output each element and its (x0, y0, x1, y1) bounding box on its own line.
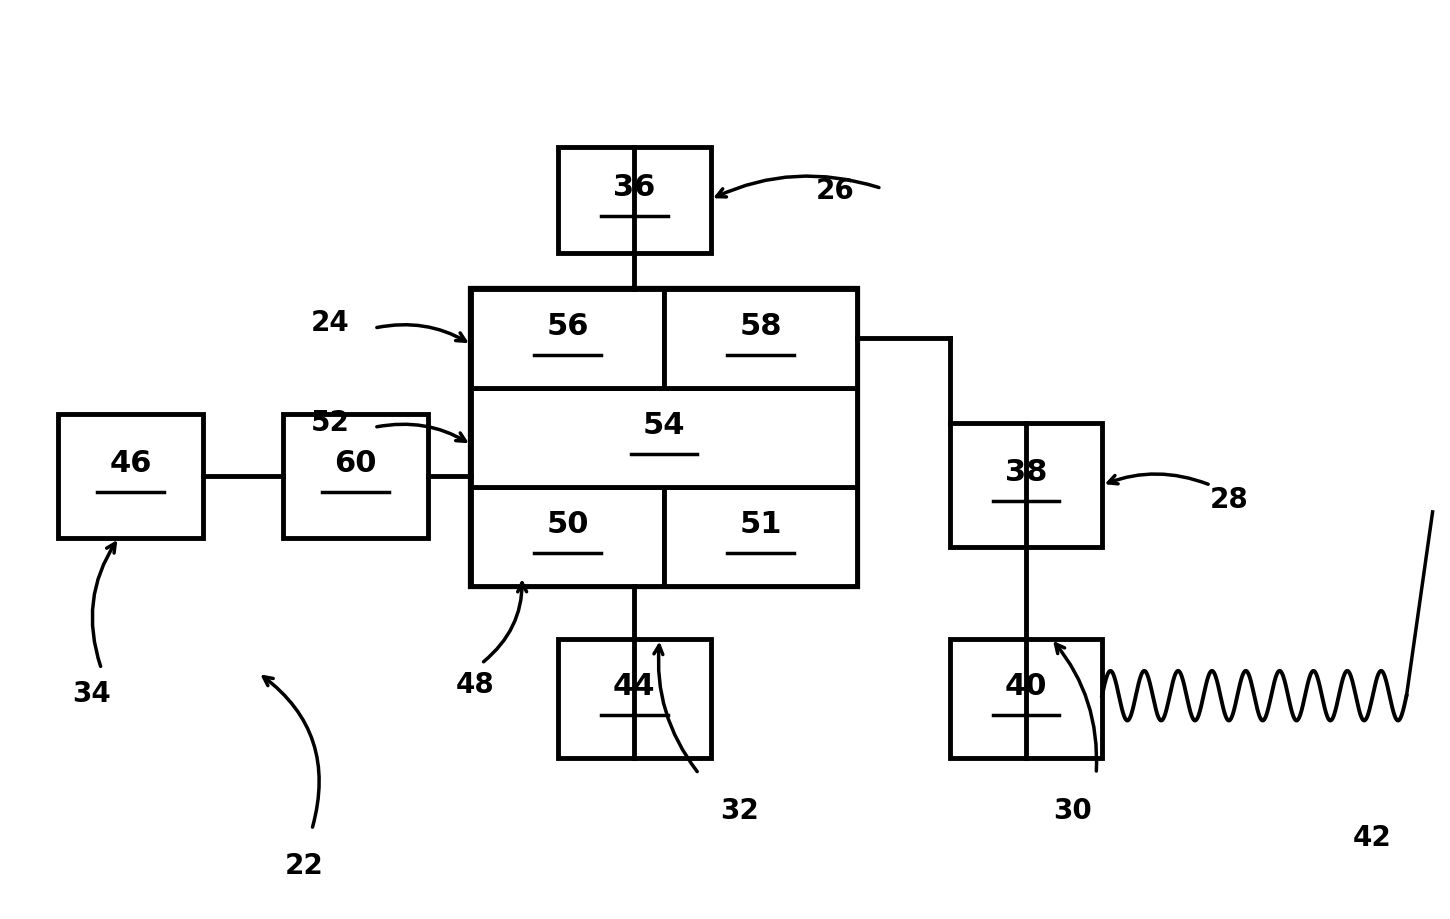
Bar (58, 414, 203, 538)
Text: 26: 26 (816, 177, 854, 205)
Bar (664, 487, 857, 586)
Bar (558, 147, 710, 253)
Text: 24: 24 (312, 310, 349, 337)
Text: 30: 30 (1054, 797, 1092, 824)
Text: 40: 40 (1005, 672, 1047, 701)
Text: 52: 52 (312, 409, 349, 437)
Text: 48: 48 (457, 671, 494, 698)
Text: 44: 44 (613, 672, 655, 701)
Text: 46: 46 (109, 449, 152, 478)
Bar (471, 487, 664, 586)
Bar (664, 289, 857, 388)
Text: 58: 58 (740, 312, 782, 341)
Text: 22: 22 (286, 852, 323, 879)
Text: 36: 36 (613, 174, 655, 202)
Text: 50: 50 (547, 510, 589, 539)
Bar (950, 423, 1102, 547)
Text: 54: 54 (642, 411, 686, 440)
Bar (558, 639, 710, 758)
Text: 42: 42 (1353, 824, 1391, 852)
Text: 56: 56 (547, 312, 589, 341)
Bar (471, 289, 664, 388)
Bar (471, 289, 857, 586)
Text: 28: 28 (1211, 486, 1248, 514)
Text: 60: 60 (334, 449, 377, 478)
Text: 38: 38 (1005, 459, 1047, 487)
Text: 34: 34 (72, 680, 110, 708)
Bar (471, 388, 857, 487)
Bar (283, 414, 428, 538)
Text: 32: 32 (721, 797, 758, 824)
Text: 51: 51 (740, 510, 782, 539)
Bar (950, 639, 1102, 758)
